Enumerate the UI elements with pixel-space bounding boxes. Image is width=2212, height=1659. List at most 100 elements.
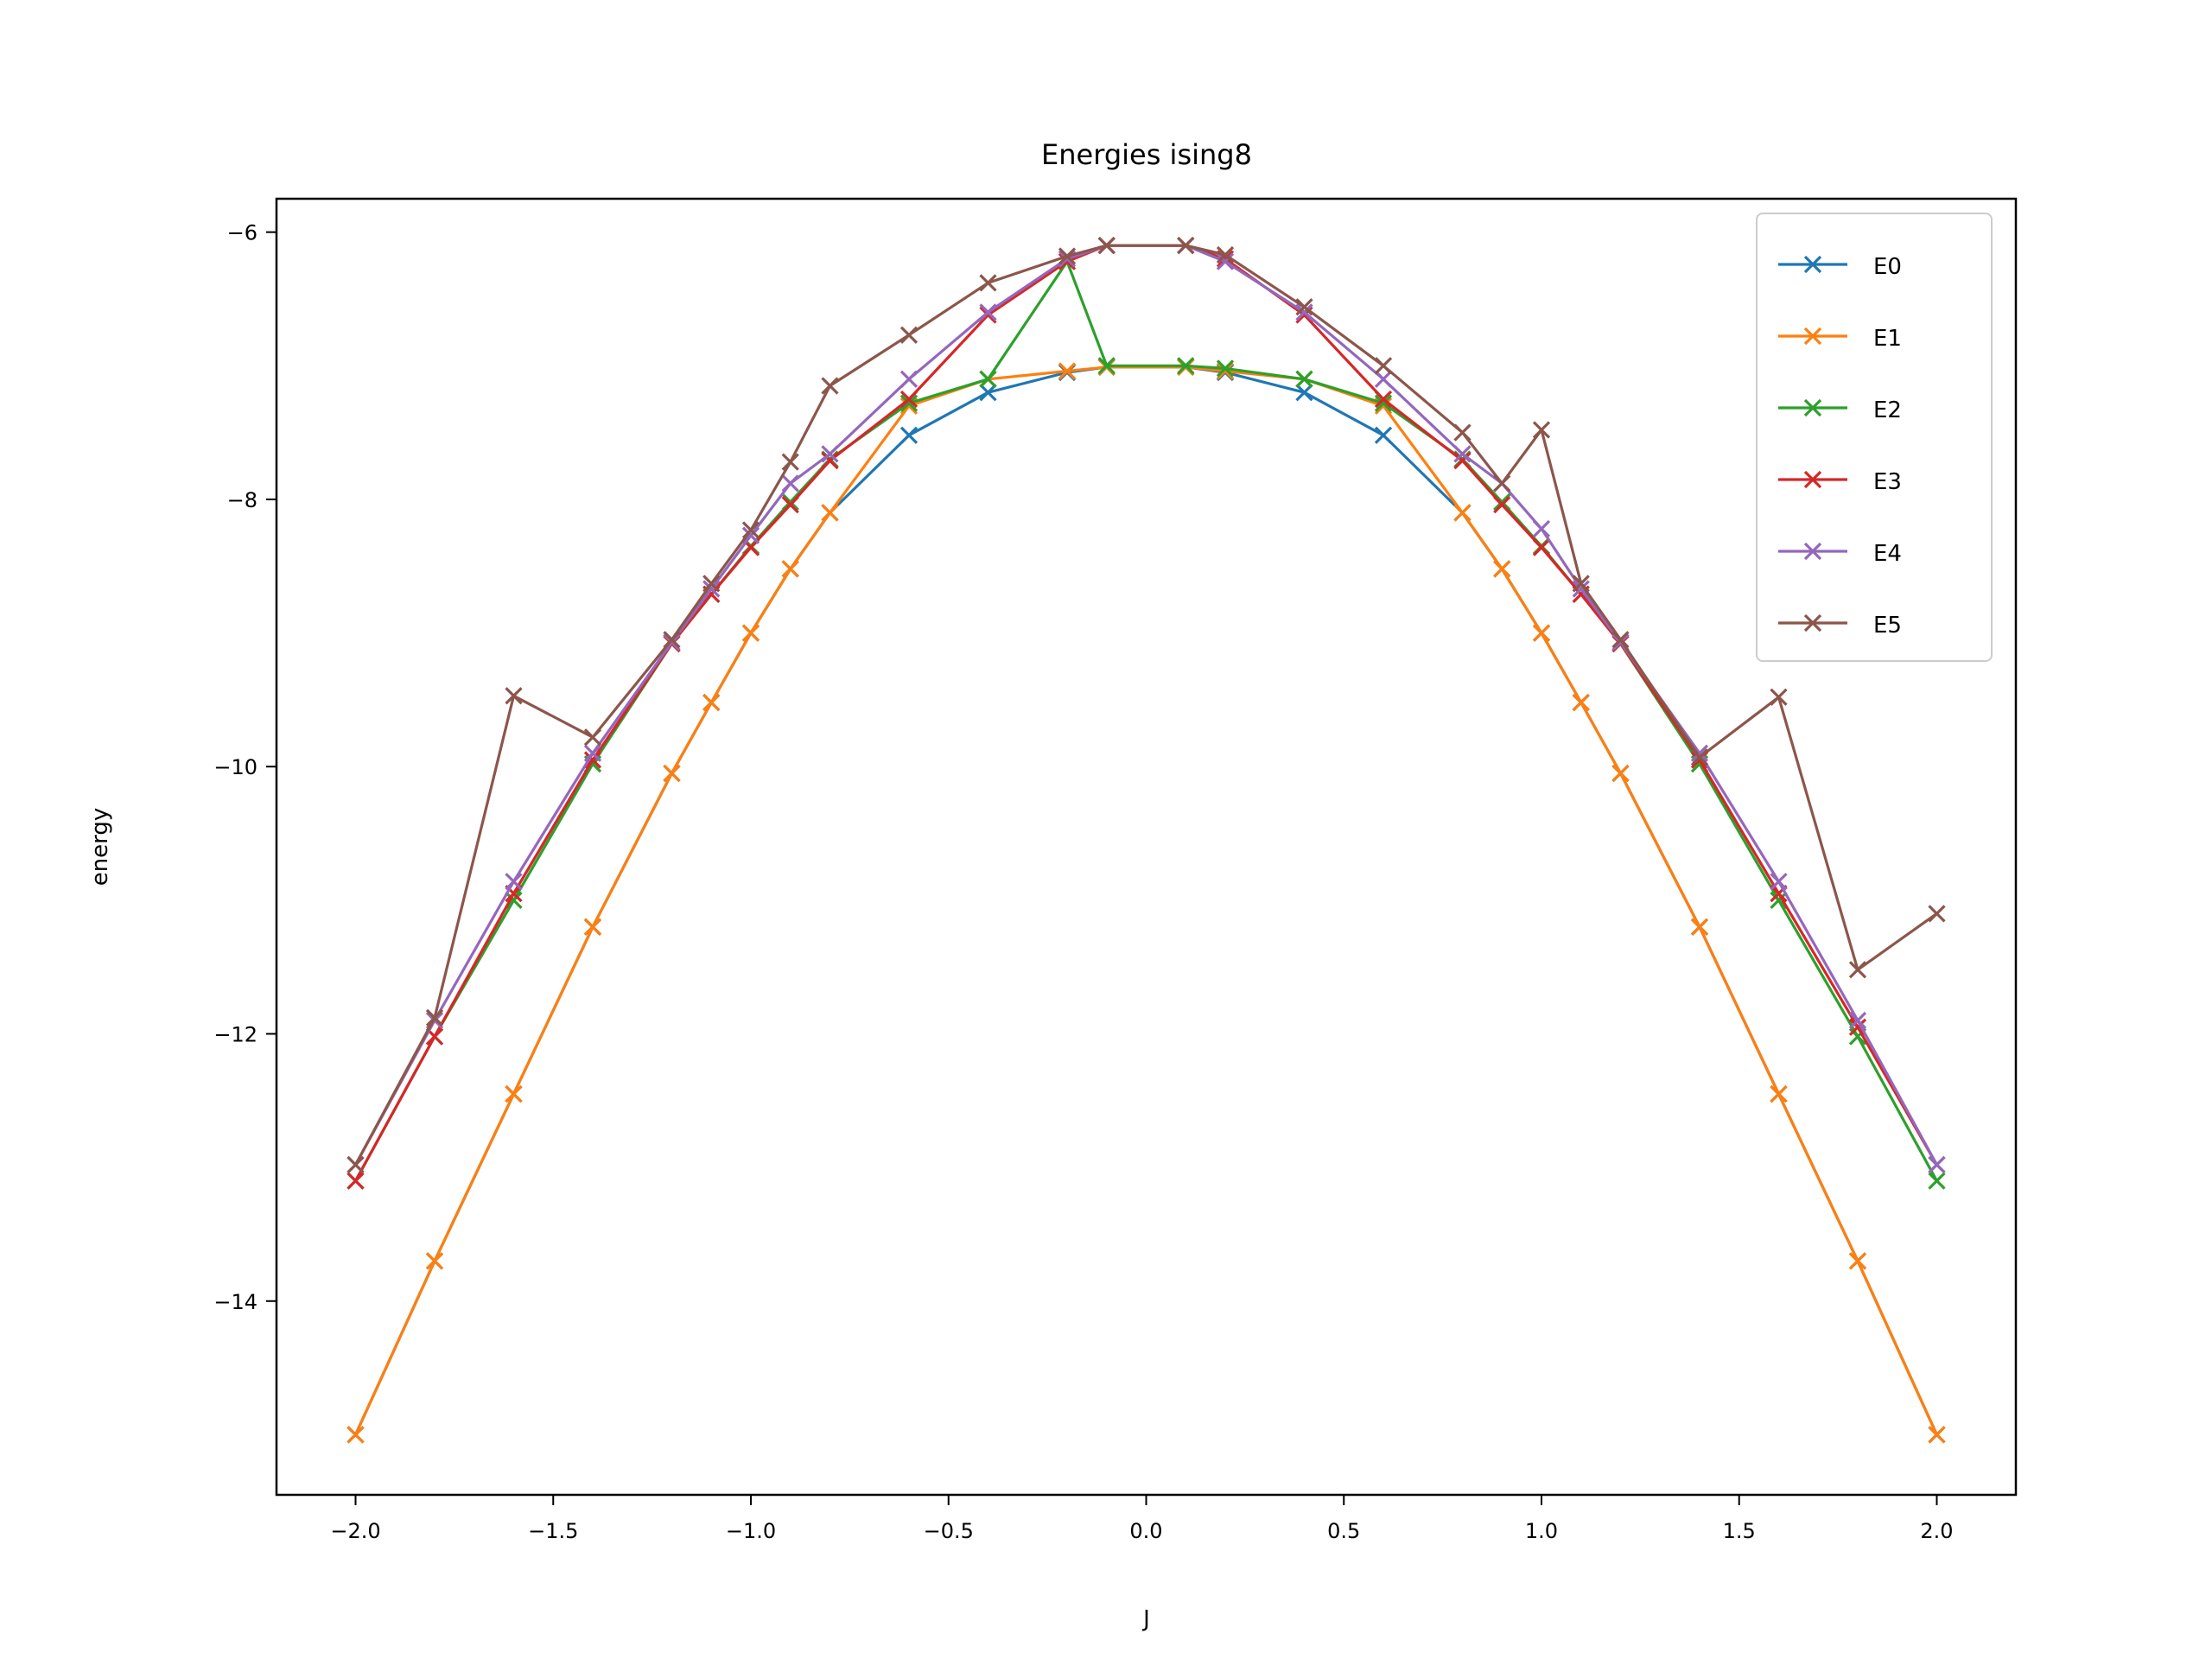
data-point xyxy=(781,560,799,578)
data-point xyxy=(1216,359,1235,378)
data-point xyxy=(899,390,918,409)
data-point xyxy=(741,624,760,642)
data-point xyxy=(583,918,602,936)
legend-label: E3 xyxy=(1873,469,1902,495)
data-point xyxy=(1374,394,1393,412)
y-axis: −14 −12 −10 −8 −6 xyxy=(213,221,276,1314)
data-point xyxy=(741,521,760,539)
legend-label: E0 xyxy=(1873,254,1902,280)
x-tick-label: 0.0 xyxy=(1129,1519,1162,1543)
data-point xyxy=(425,1008,444,1027)
data-point xyxy=(821,451,839,470)
data-point xyxy=(1177,357,1195,375)
data-point xyxy=(1374,426,1393,444)
data-point xyxy=(1295,370,1313,388)
x-tick-label: −1.5 xyxy=(528,1519,578,1543)
legend-swatch-marker xyxy=(1803,613,1822,632)
data-point xyxy=(1493,493,1511,512)
data-point xyxy=(1770,873,1788,891)
data-point xyxy=(1690,918,1709,936)
data-point xyxy=(781,474,799,493)
data-point xyxy=(741,526,760,544)
data-point xyxy=(583,744,602,762)
data-point xyxy=(1928,1426,1946,1444)
data-point xyxy=(1216,252,1235,270)
x-tick-label: 1.5 xyxy=(1723,1519,1756,1543)
data-point xyxy=(1374,370,1393,388)
data-point xyxy=(979,303,997,321)
data-point xyxy=(1690,748,1709,766)
data-point xyxy=(979,274,997,292)
data-point xyxy=(1058,362,1077,380)
x-tick-label: 1.0 xyxy=(1525,1519,1558,1543)
y-tick-label: −12 xyxy=(213,1022,257,1046)
data-point xyxy=(1572,580,1590,598)
data-point xyxy=(1453,504,1471,522)
data-point xyxy=(1295,303,1313,321)
data-point xyxy=(346,1155,365,1174)
y-tick-label: −8 xyxy=(227,488,257,512)
data-point xyxy=(1572,693,1590,712)
data-point xyxy=(899,394,918,412)
data-point xyxy=(346,1172,365,1190)
x-tick-label: −1.0 xyxy=(726,1519,776,1543)
series-line xyxy=(354,244,1938,1166)
legend-label: E5 xyxy=(1873,613,1902,639)
legend: E0 E1 E2 E3 E4 E5 xyxy=(1756,213,1993,662)
legend-item: E5 xyxy=(1778,613,1902,639)
data-point xyxy=(702,580,721,598)
data-point xyxy=(821,377,839,395)
data-point xyxy=(1295,384,1313,402)
data-point xyxy=(1493,474,1511,493)
data-point xyxy=(505,873,523,891)
legend-item: E4 xyxy=(1778,541,1902,567)
data-point xyxy=(583,751,602,769)
legend-item: E2 xyxy=(1778,397,1902,423)
y-tick-label: −14 xyxy=(213,1290,257,1314)
legend-box xyxy=(1756,213,1993,662)
data-point xyxy=(1848,1252,1867,1270)
data-point xyxy=(899,426,918,444)
y-axis-label: energy xyxy=(87,808,113,887)
data-point xyxy=(1848,961,1867,979)
data-point xyxy=(1770,688,1788,706)
data-point xyxy=(1374,390,1393,409)
legend-label: E4 xyxy=(1873,541,1902,567)
data-point xyxy=(1611,631,1630,649)
x-tick-label: −2.0 xyxy=(330,1519,380,1543)
data-point xyxy=(1453,451,1471,470)
legend-swatch-marker xyxy=(1803,542,1822,561)
series-E5 xyxy=(346,236,1946,1174)
data-point xyxy=(1928,1172,1946,1190)
data-point xyxy=(1532,421,1551,439)
data-point xyxy=(899,370,918,388)
data-point xyxy=(1532,519,1551,538)
legend-item: E0 xyxy=(1778,254,1902,280)
data-point xyxy=(781,453,799,471)
legend-swatch-marker xyxy=(1803,255,1822,274)
x-axis-label: J xyxy=(1141,1606,1150,1632)
legend-swatch-marker xyxy=(1803,470,1822,489)
data-point xyxy=(821,504,839,522)
data-point xyxy=(1770,891,1788,909)
data-point xyxy=(979,384,997,402)
data-point xyxy=(899,326,918,344)
data-point xyxy=(1928,1155,1946,1174)
data-point xyxy=(702,693,721,712)
data-point xyxy=(1097,236,1116,255)
data-point xyxy=(1611,764,1630,783)
x-tick-label: 0.5 xyxy=(1327,1519,1360,1543)
data-point xyxy=(1532,538,1551,556)
data-point xyxy=(1177,236,1195,255)
data-point xyxy=(1928,905,1946,923)
data-point xyxy=(663,631,681,649)
data-point xyxy=(583,728,602,747)
data-point xyxy=(346,1426,365,1444)
data-point xyxy=(1453,423,1471,442)
data-point xyxy=(1216,245,1235,264)
legend-swatch-marker xyxy=(1803,327,1822,346)
data-point xyxy=(979,370,997,388)
chart-title: Energies ising8 xyxy=(1041,138,1252,171)
legend-label: E2 xyxy=(1873,397,1902,423)
data-point xyxy=(1216,362,1235,380)
